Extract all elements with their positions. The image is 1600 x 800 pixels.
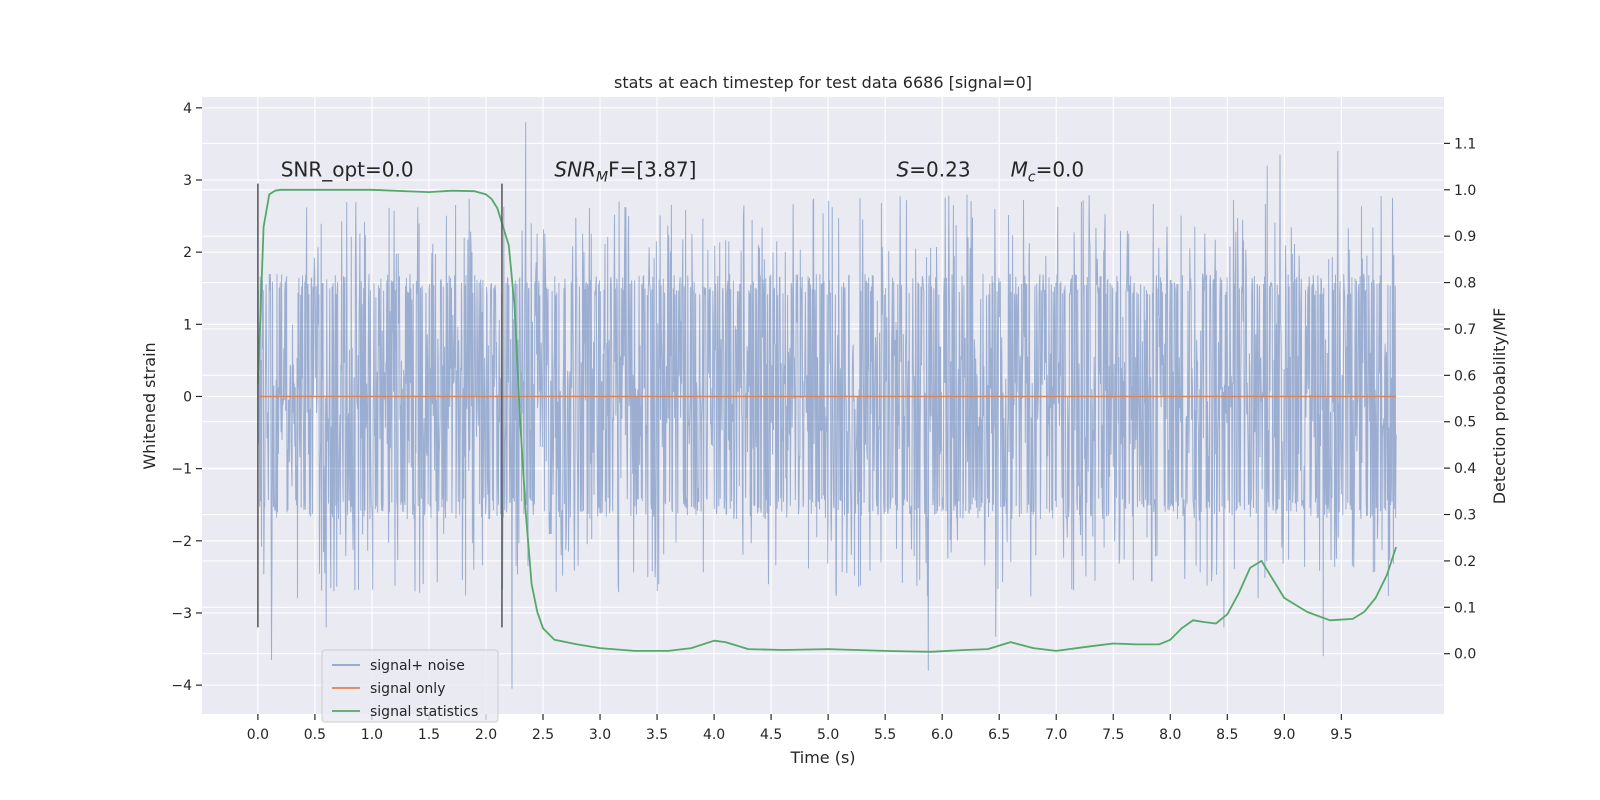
series-signal-noise xyxy=(257,122,1397,689)
y-right-tick-label-11: 1.1 xyxy=(1454,136,1476,152)
y-right-tick-label-7: 0.7 xyxy=(1454,322,1476,338)
y-left-tick-label-5: 1 xyxy=(183,317,192,333)
y-left-tick-label-1: −3 xyxy=(171,606,192,622)
y-right-tick-label-3: 0.3 xyxy=(1454,508,1476,524)
legend-label-1: signal only xyxy=(370,681,445,697)
x-tick-label-15: 7.5 xyxy=(1102,727,1124,743)
x-tick-label-19: 9.5 xyxy=(1330,727,1352,743)
chart-title: stats at each timestep for test data 668… xyxy=(614,73,1032,92)
y-right-tick-label-10: 1.0 xyxy=(1454,183,1476,199)
x-tick-label-5: 2.5 xyxy=(532,727,554,743)
x-tick-label-13: 6.5 xyxy=(988,727,1010,743)
legend-label-2: signal statistics xyxy=(370,704,478,720)
y-right-tick-label-5: 0.5 xyxy=(1454,415,1476,431)
y-right-tick-label-4: 0.4 xyxy=(1454,461,1476,477)
x-tick-label-17: 8.5 xyxy=(1216,727,1238,743)
legend xyxy=(321,649,499,723)
annotation-0: SNR_opt=0.0 xyxy=(281,157,414,181)
y-right-tick-label-6: 0.6 xyxy=(1454,368,1476,384)
series-signal-statistics xyxy=(257,188,1397,653)
x-tick-label-1: 0.5 xyxy=(304,727,326,743)
x-tick-label-7: 3.5 xyxy=(646,727,668,743)
legend-label-0: signal+ noise xyxy=(370,658,465,674)
x-tick-label-4: 2.0 xyxy=(475,727,497,743)
x-tick-label-16: 8.0 xyxy=(1159,727,1181,743)
x-tick-label-0: 0.0 xyxy=(247,727,269,743)
x-tick-label-2: 1.0 xyxy=(361,727,383,743)
annotation-1: SNRMF=[3.87] xyxy=(554,157,696,185)
y-left-tick-label-6: 2 xyxy=(183,245,192,261)
y-axis-label-left: Whitened strain xyxy=(140,342,159,469)
y-axis-label-right: Detection probability/MF xyxy=(1490,308,1509,505)
x-tick-label-10: 5.0 xyxy=(817,727,839,743)
x-tick-label-6: 3.0 xyxy=(589,727,611,743)
annotation-3: Mc=0.0 xyxy=(1011,157,1085,185)
x-tick-label-14: 7.0 xyxy=(1045,727,1067,743)
y-left-tick-label-2: −2 xyxy=(171,534,192,550)
y-left-tick-label-8: 4 xyxy=(183,101,192,117)
y-right-tick-label-8: 0.8 xyxy=(1454,276,1476,292)
y-right-tick-label-2: 0.2 xyxy=(1454,554,1476,570)
y-right-tick-label-9: 0.9 xyxy=(1454,229,1476,245)
y-left-tick-label-7: 3 xyxy=(183,173,192,189)
x-tick-label-8: 4.0 xyxy=(703,727,725,743)
x-tick-label-12: 6.0 xyxy=(931,727,953,743)
annotation-2: S=0.23 xyxy=(897,157,971,181)
x-tick-label-3: 1.5 xyxy=(418,727,440,743)
x-axis-label: Time (s) xyxy=(789,748,855,767)
x-tick-label-11: 5.5 xyxy=(874,727,896,743)
y-right-tick-label-0: 0.0 xyxy=(1454,647,1476,663)
y-left-tick-label-0: −4 xyxy=(171,678,192,694)
y-left-tick-label-3: −1 xyxy=(171,462,192,478)
y-right-tick-label-1: 0.1 xyxy=(1454,600,1476,616)
x-tick-label-9: 4.5 xyxy=(760,727,782,743)
y-left-tick-label-4: 0 xyxy=(183,389,192,405)
x-tick-label-18: 9.0 xyxy=(1273,727,1295,743)
